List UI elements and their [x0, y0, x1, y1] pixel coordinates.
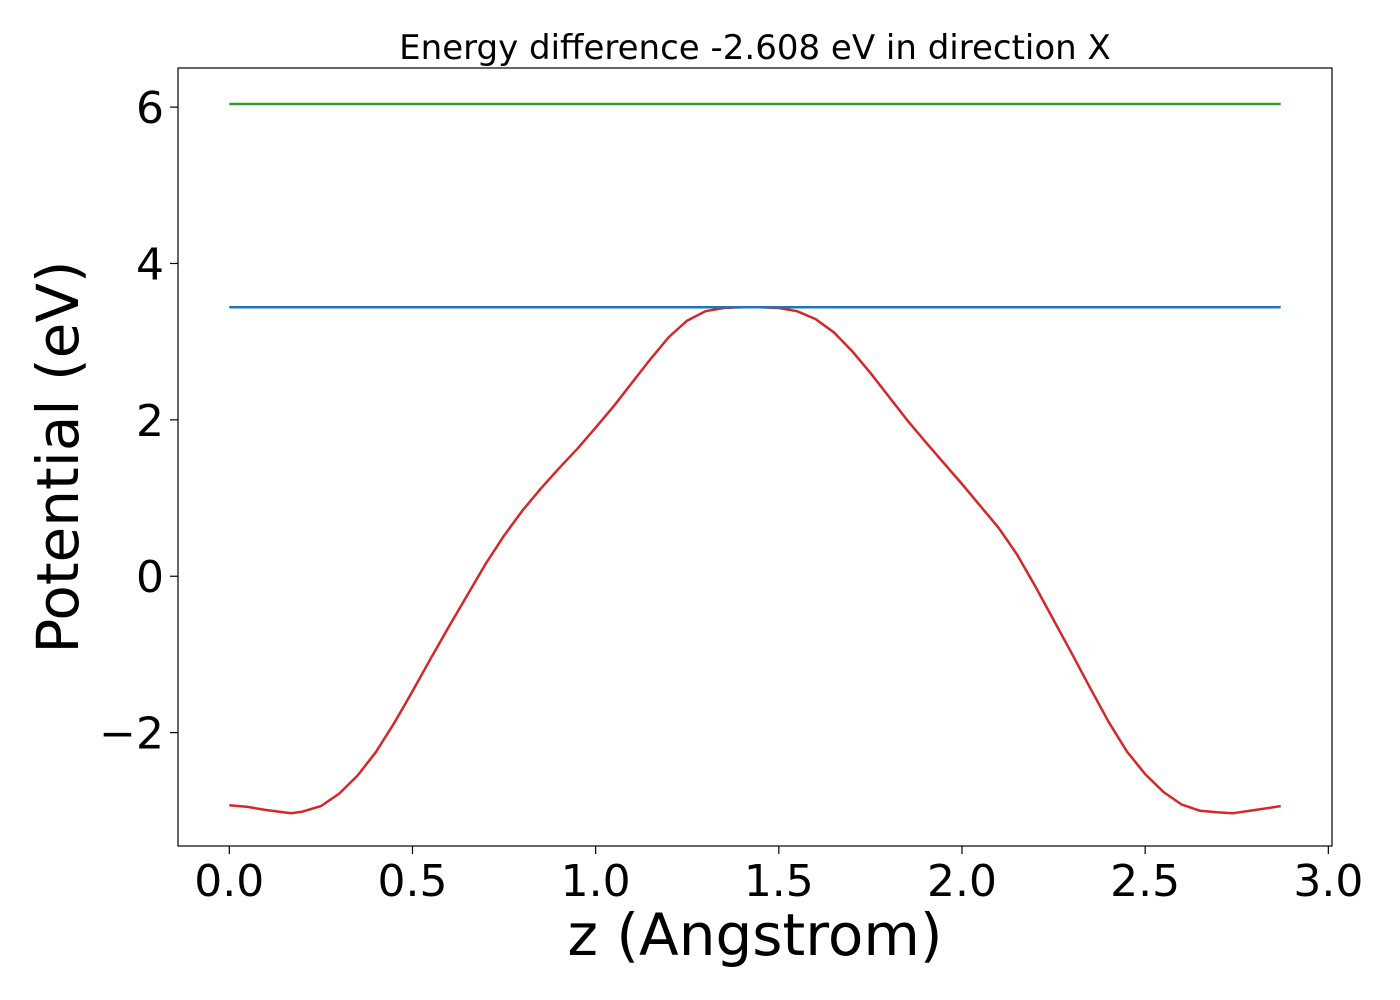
- y-axis: −2 0 2 4 6: [99, 83, 178, 760]
- x-tick-label: 1.5: [744, 856, 814, 907]
- x-tick-label: 0.0: [194, 856, 264, 907]
- potential-curve: [229, 306, 1281, 815]
- x-tick-label: 2.5: [1110, 856, 1180, 907]
- y-tick-label: 2: [136, 396, 164, 447]
- plot-frame: [177, 67, 1333, 847]
- x-tick-label: 0.5: [377, 856, 447, 907]
- y-tick-label: 0: [136, 552, 164, 603]
- y-tick-label: 6: [136, 83, 164, 134]
- y-tick-label: 4: [136, 239, 164, 290]
- x-tick-label: 1.0: [561, 856, 631, 907]
- x-tick-label: 2.0: [927, 856, 997, 907]
- y-axis-label: Potential (eV): [24, 260, 92, 653]
- x-tick-label: 3.0: [1293, 856, 1363, 907]
- y-tick-label: −2: [99, 709, 164, 760]
- series-layer: [229, 102, 1281, 815]
- chart-title: Energy difference -2.608 eV in direction…: [399, 28, 1111, 68]
- x-axis: 0.0 0.5 1.0 1.5 2.0 2.5 3.0: [194, 846, 1363, 907]
- x-axis-label: z (Angstrom): [568, 901, 943, 969]
